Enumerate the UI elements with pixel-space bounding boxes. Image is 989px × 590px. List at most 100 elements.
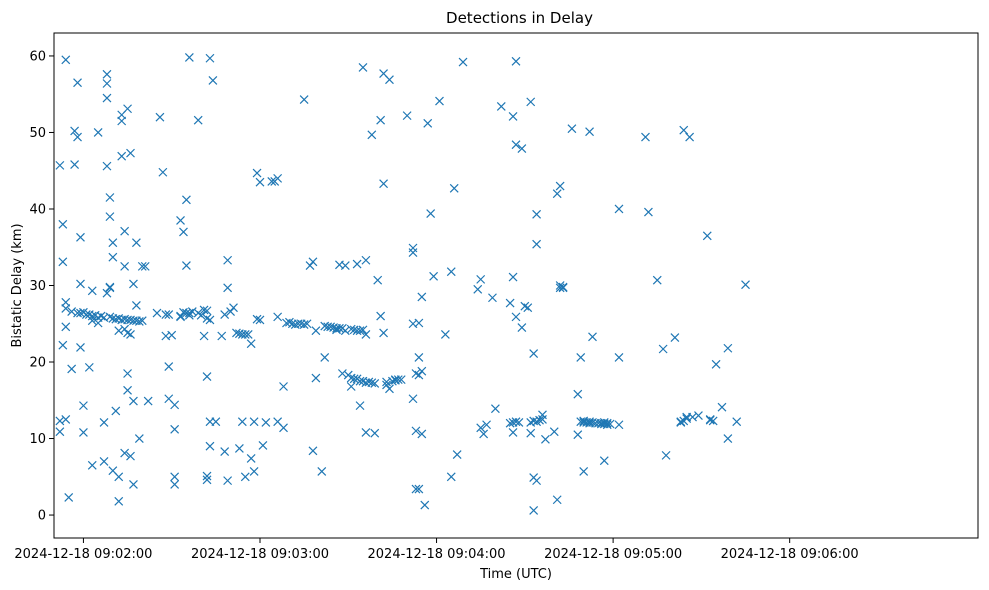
data-point	[411, 426, 421, 436]
data-point	[573, 389, 583, 399]
data-point	[155, 112, 165, 122]
data-point	[508, 272, 518, 282]
data-point	[429, 271, 439, 281]
data-point	[526, 428, 536, 438]
data-point	[643, 207, 653, 217]
data-point	[102, 288, 112, 298]
data-point	[114, 472, 124, 482]
data-point	[511, 56, 521, 66]
data-point	[614, 352, 624, 362]
data-point	[55, 160, 65, 170]
data-point	[340, 261, 350, 271]
y-tick-label: 0	[38, 509, 46, 524]
data-point	[682, 414, 692, 424]
data-point	[414, 484, 424, 494]
data-point	[435, 96, 444, 106]
y-tick-label: 60	[29, 49, 46, 64]
data-point	[511, 140, 521, 150]
plot-area-frame	[53, 32, 979, 539]
data-point	[440, 330, 450, 339]
data-point	[411, 369, 421, 378]
data-point	[526, 97, 536, 107]
data-point	[70, 160, 80, 170]
y-tick-label: 50	[29, 126, 46, 141]
data-point	[552, 495, 562, 505]
data-point	[61, 322, 71, 332]
data-point	[258, 440, 268, 450]
data-point	[129, 279, 138, 289]
data-point	[452, 450, 462, 460]
data-point	[108, 238, 118, 248]
data-point	[134, 317, 144, 326]
data-point	[708, 416, 718, 426]
data-point	[517, 144, 527, 153]
data-point	[67, 364, 77, 374]
data-point	[61, 414, 71, 424]
data-point	[255, 177, 265, 187]
data-point	[573, 430, 583, 440]
data-point	[114, 326, 124, 336]
data-point	[349, 374, 359, 384]
data-point	[311, 373, 321, 383]
data-point	[140, 261, 150, 271]
data-point	[123, 369, 132, 378]
data-point	[346, 324, 356, 334]
data-point	[488, 293, 497, 303]
data-point	[105, 312, 115, 322]
data-point	[273, 173, 283, 183]
data-point	[661, 450, 671, 460]
data-point	[117, 151, 127, 161]
data-point	[64, 493, 74, 502]
data-point	[199, 305, 209, 315]
data-point	[408, 248, 418, 258]
data-point	[202, 372, 212, 381]
data-point	[102, 69, 112, 79]
data-point	[205, 441, 215, 451]
data-point	[379, 328, 389, 338]
data-point	[58, 340, 68, 350]
data-point	[414, 370, 424, 380]
data-point	[70, 126, 80, 136]
data-point	[58, 219, 68, 229]
data-point	[308, 257, 318, 267]
data-point	[217, 331, 227, 341]
data-point	[396, 375, 406, 385]
data-point	[202, 313, 212, 323]
data-point	[555, 181, 565, 191]
data-point	[187, 307, 197, 316]
data-point	[232, 328, 241, 338]
data-point	[252, 314, 262, 324]
data-point	[170, 424, 180, 434]
data-point	[76, 308, 85, 318]
data-point	[161, 310, 171, 320]
data-point	[143, 396, 153, 406]
data-point	[126, 330, 135, 339]
data-point	[367, 378, 377, 388]
data-point	[249, 417, 259, 427]
data-point	[55, 427, 65, 437]
data-point	[411, 484, 421, 494]
data-point	[473, 284, 483, 294]
x-tick-label: 2024-12-18 09:03:00	[191, 547, 329, 562]
data-point	[223, 283, 233, 293]
data-point	[202, 475, 212, 485]
data-point	[449, 183, 459, 193]
data-point	[105, 193, 115, 202]
x-tick-label: 2024-12-18 09:06:00	[721, 547, 859, 562]
data-point	[261, 418, 271, 427]
data-point	[505, 418, 515, 428]
data-point	[61, 55, 71, 65]
data-point	[585, 417, 594, 427]
data-point	[523, 303, 533, 313]
data-point	[361, 255, 371, 265]
data-point	[352, 259, 362, 269]
data-point	[532, 476, 542, 486]
data-point	[79, 427, 88, 437]
data-point	[87, 460, 97, 470]
data-point	[379, 179, 389, 189]
y-tick-label: 30	[29, 279, 46, 294]
data-point	[549, 427, 559, 437]
data-point	[299, 320, 309, 329]
data-point	[517, 323, 527, 333]
data-point	[120, 226, 130, 236]
